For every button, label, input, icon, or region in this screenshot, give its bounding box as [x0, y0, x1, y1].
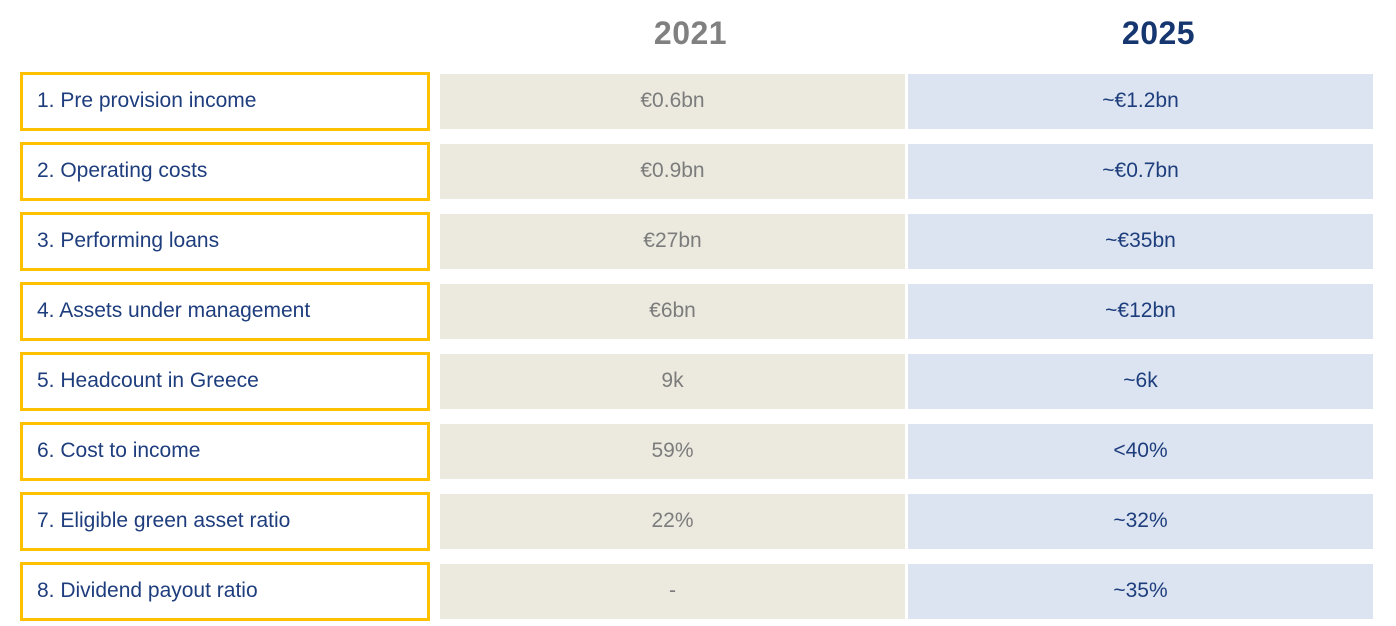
metric-label-dividend-payout-ratio: 8. Dividend payout ratio [20, 561, 430, 621]
value-2025: ~32% [908, 493, 1373, 549]
value-2021: 9k [440, 353, 905, 409]
value-2021: €0.6bn [440, 73, 905, 129]
value-2025: ~€1.2bn [908, 73, 1373, 129]
value-2021: €0.9bn [440, 143, 905, 199]
table-row: 2. Operating costs €0.9bn ~€0.7bn [20, 136, 1373, 206]
metric-label-performing-loans: 3. Performing loans [20, 211, 430, 271]
metric-label-headcount-in-greece: 5. Headcount in Greece [20, 351, 430, 411]
value-2021: 59% [440, 423, 905, 479]
table-row: 1. Pre provision income €0.6bn ~€1.2bn [20, 66, 1373, 136]
table-row: 4. Assets under management €6bn ~€12bn [20, 276, 1373, 346]
value-2025: ~€0.7bn [908, 143, 1373, 199]
metric-label-operating-costs: 2. Operating costs [20, 141, 430, 201]
metric-label-eligible-green-asset-ratio: 7. Eligible green asset ratio [20, 491, 430, 551]
table-row: 5. Headcount in Greece 9k ~6k [20, 346, 1373, 416]
value-2025: ~6k [908, 353, 1373, 409]
metric-label-assets-under-management: 4. Assets under management [20, 281, 430, 341]
column-header-2021: 2021 [653, 14, 728, 51]
table-row: 8. Dividend payout ratio - ~35% [20, 556, 1373, 626]
value-2021: €6bn [440, 283, 905, 339]
metric-label-cost-to-income: 6. Cost to income [20, 421, 430, 481]
value-2025: ~35% [908, 563, 1373, 619]
value-2021: €27bn [440, 213, 905, 269]
value-2025: ~€12bn [908, 283, 1373, 339]
value-2021: 22% [440, 493, 905, 549]
table-row: 3. Performing loans €27bn ~€35bn [20, 206, 1373, 276]
value-2021: - [440, 563, 905, 619]
table-row: 6. Cost to income 59% <40% [20, 416, 1373, 486]
comparison-table: 2021 2025 1. Pre provision income €0.6bn… [20, 0, 1373, 626]
value-2025: <40% [908, 423, 1373, 479]
table-row: 7. Eligible green asset ratio 22% ~32% [20, 486, 1373, 556]
column-header-2025: 2025 [1121, 14, 1196, 51]
table-header-row: 2021 2025 [20, 0, 1373, 66]
value-2025: ~€35bn [908, 213, 1373, 269]
metric-label-pre-provision-income: 1. Pre provision income [20, 71, 430, 131]
